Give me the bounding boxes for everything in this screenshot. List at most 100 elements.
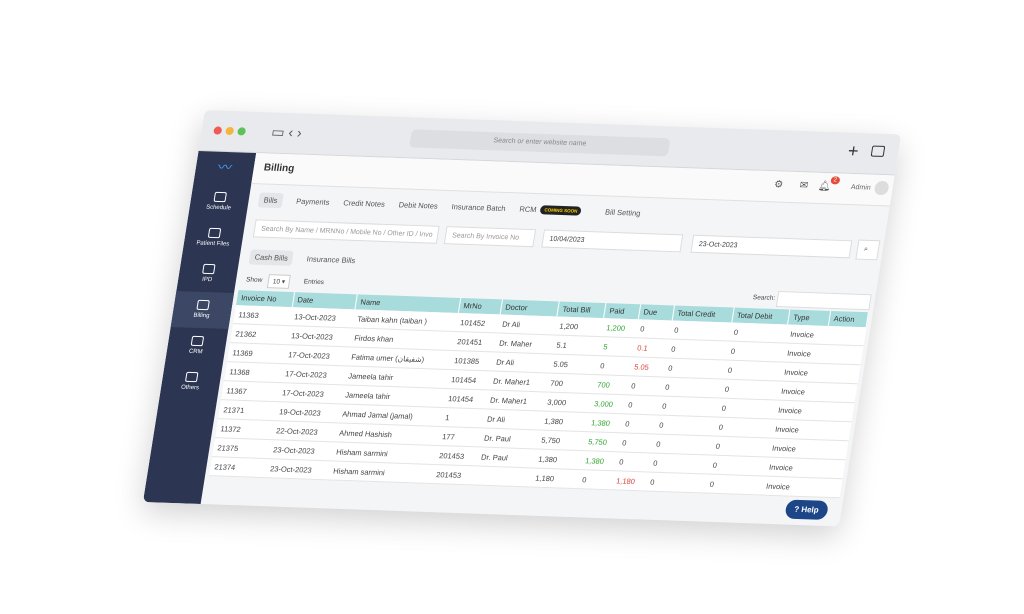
table-cell: 5,750 bbox=[536, 429, 586, 451]
sidebar-label: Schedule bbox=[205, 204, 232, 212]
tab[interactable]: RCM bbox=[518, 204, 538, 215]
table-cell: Invoice bbox=[772, 400, 817, 421]
table-cell: 1,380 bbox=[539, 410, 589, 432]
table-cell: 0.1 bbox=[631, 337, 669, 358]
table-cell: 0 bbox=[656, 395, 720, 418]
table-cell: 23-Oct-2023 bbox=[267, 439, 334, 461]
table-cell: 3,000 bbox=[588, 393, 626, 414]
tab[interactable]: Payments bbox=[295, 196, 331, 207]
avatar[interactable] bbox=[873, 180, 890, 196]
search-name[interactable]: Search By Name / MRNNo / Mobile No / Oth… bbox=[252, 219, 440, 244]
table-cell: 201453 bbox=[433, 445, 479, 466]
address-bar[interactable]: Search or enter website name bbox=[409, 129, 671, 157]
sidebar-item[interactable]: Others bbox=[159, 363, 222, 401]
mail-icon[interactable]: ✉ bbox=[798, 180, 809, 192]
table-cell: Dr Ali bbox=[490, 351, 552, 373]
table-cell: 101454 bbox=[445, 369, 491, 390]
tab[interactable]: Credit Notes bbox=[342, 198, 386, 209]
sidebar-icon bbox=[202, 263, 216, 275]
sidebar-item[interactable]: IPD bbox=[176, 255, 239, 293]
table-cell: 0 bbox=[665, 338, 729, 361]
sidebar-icon bbox=[190, 335, 205, 347]
table-cell: 700 bbox=[545, 372, 595, 394]
browser-window: ▭ ‹ › Search or enter website name + 〰 S… bbox=[142, 110, 902, 527]
sidebar-item[interactable]: Patient Files bbox=[182, 219, 245, 257]
table-cell: 22-Oct-2023 bbox=[270, 420, 337, 442]
table-cell: 1,380 bbox=[533, 448, 583, 470]
bill-setting[interactable]: Bill Setting bbox=[604, 207, 642, 218]
settings-icon[interactable]: ⚙ bbox=[773, 179, 784, 191]
action-cell[interactable] bbox=[822, 344, 864, 365]
date-to[interactable]: 23-Oct-2023 bbox=[690, 234, 853, 259]
bills-table: Invoice No Date Name MrNo Doctor Total Bill Pa… bbox=[209, 290, 869, 498]
table-cell: 1,200 bbox=[600, 318, 638, 338]
table-search[interactable] bbox=[775, 291, 872, 311]
action-cell[interactable] bbox=[819, 363, 861, 384]
subtab[interactable]: Insurance Bills bbox=[306, 254, 356, 266]
sidebar-label: Patient Files bbox=[195, 240, 230, 248]
show-label: Show bbox=[245, 276, 263, 284]
column-header: Total Bill bbox=[557, 301, 607, 319]
table-cell: 0 bbox=[634, 319, 672, 339]
table-cell: 0 bbox=[625, 375, 663, 396]
subtab[interactable]: Cash Bills bbox=[248, 249, 295, 266]
search-button[interactable]: ⌕ bbox=[855, 239, 881, 261]
table-cell: Dr Ali bbox=[481, 408, 543, 430]
table-cell: 0 bbox=[653, 414, 717, 437]
column-header: Action bbox=[828, 310, 869, 328]
table-cell: 1,180 bbox=[530, 467, 580, 489]
action-cell[interactable] bbox=[813, 401, 855, 422]
table-cell: Invoice bbox=[775, 381, 820, 402]
table-cell: 17-Oct-2023 bbox=[279, 363, 346, 385]
table-cell: 5,750 bbox=[582, 431, 620, 452]
tabs-icon[interactable] bbox=[870, 145, 886, 157]
coming-soon-badge: COMING SOON bbox=[539, 205, 582, 216]
table-cell: 0 bbox=[622, 394, 660, 415]
help-button[interactable]: ? Help bbox=[783, 499, 830, 520]
user-name[interactable]: Admin bbox=[850, 183, 872, 192]
action-cell[interactable] bbox=[810, 420, 852, 441]
tab[interactable]: Insurance Batch bbox=[450, 202, 507, 214]
sidebar-item[interactable]: Billing bbox=[170, 291, 235, 330]
table-cell: 177 bbox=[436, 426, 482, 447]
table-cell: 13-Oct-2023 bbox=[285, 325, 352, 347]
action-cell[interactable] bbox=[807, 439, 849, 460]
table-cell: 201451 bbox=[451, 331, 497, 352]
table-cell: 13-Oct-2023 bbox=[288, 307, 355, 328]
table-cell: Dr. Maher bbox=[493, 332, 555, 354]
table-cell: 0 bbox=[707, 455, 767, 477]
table-cell: 17-Oct-2023 bbox=[282, 344, 349, 366]
minimize-dot[interactable] bbox=[225, 126, 235, 136]
table-cell: Invoice bbox=[781, 343, 826, 364]
sidebar-icon bbox=[196, 299, 210, 311]
tab[interactable]: Debit Notes bbox=[398, 200, 439, 211]
close-dot[interactable] bbox=[213, 126, 223, 135]
table-cell: 0 bbox=[650, 433, 714, 456]
sidebar-item[interactable]: CRM bbox=[165, 327, 228, 365]
tab[interactable]: Bills bbox=[257, 192, 284, 209]
maximize-dot[interactable] bbox=[236, 127, 247, 136]
new-tab[interactable]: + bbox=[846, 140, 861, 162]
action-cell[interactable] bbox=[804, 458, 846, 479]
table-cell: 11372 bbox=[215, 418, 274, 440]
table-cell: 101454 bbox=[442, 388, 488, 409]
action-cell[interactable] bbox=[825, 325, 867, 346]
search-invoice[interactable]: Search By Invoice No bbox=[443, 226, 537, 248]
table-cell: 23-Oct-2023 bbox=[264, 458, 331, 480]
sidebar-label: Others bbox=[180, 384, 200, 392]
table-cell: Invoice bbox=[784, 324, 829, 345]
column-header: Type bbox=[787, 309, 831, 326]
action-cell[interactable] bbox=[816, 382, 858, 403]
table-cell: Invoice bbox=[778, 362, 823, 383]
page-size[interactable]: 10 ▾ bbox=[266, 274, 292, 289]
nav-icons[interactable]: ▭ ‹ › bbox=[270, 123, 304, 141]
action-cell[interactable] bbox=[801, 477, 843, 498]
date-from[interactable]: 10/04/2023 bbox=[541, 229, 684, 253]
table-cell: 11363 bbox=[233, 305, 292, 326]
table-cell: 0 bbox=[662, 357, 726, 380]
bell-icon[interactable]: 🔔︎ bbox=[817, 180, 832, 193]
sidebar-item[interactable]: Schedule bbox=[188, 183, 251, 221]
logo: 〰 bbox=[216, 158, 234, 176]
table-cell: 0 bbox=[616, 432, 654, 453]
table-cell: 0 bbox=[719, 379, 779, 401]
